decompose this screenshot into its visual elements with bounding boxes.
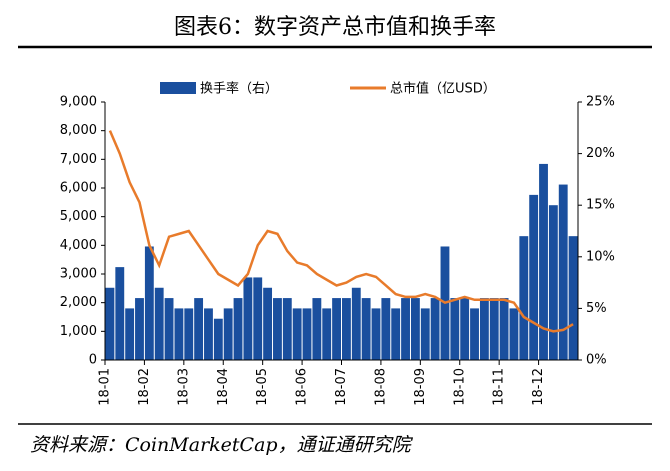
- bar: [401, 298, 410, 360]
- bar: [223, 308, 233, 360]
- y-tick-label: 3,000: [60, 267, 97, 282]
- x-tick-label: 18-09: [413, 368, 428, 406]
- y2-tick-label: 0%: [586, 353, 607, 368]
- x-tick-label: 18-11: [492, 368, 507, 406]
- x-tick-label: 18-07: [334, 368, 349, 406]
- bar: [410, 298, 420, 360]
- bar: [292, 308, 302, 360]
- y2-tick-label: 20%: [586, 146, 615, 161]
- bar: [282, 298, 292, 360]
- bar: [342, 298, 351, 360]
- bar: [460, 298, 470, 360]
- bar: [213, 318, 223, 360]
- bar: [479, 298, 489, 360]
- bar: [194, 298, 204, 360]
- y-tick-label: 8,000: [60, 123, 97, 138]
- y-tick-label: 4,000: [60, 238, 97, 253]
- x-tick-label: 18-05: [255, 368, 270, 406]
- bar: [164, 298, 174, 360]
- bar: [568, 236, 578, 360]
- bar: [125, 308, 135, 360]
- bar: [204, 308, 213, 360]
- y-tick-label: 2,000: [60, 295, 97, 310]
- y-tick-label: 5,000: [60, 209, 97, 224]
- bar: [144, 246, 154, 360]
- bar: [450, 298, 460, 360]
- bar: [489, 298, 499, 360]
- legend-label: 总市值（亿USD）: [390, 81, 496, 97]
- bar: [430, 298, 440, 360]
- legend-swatch: [160, 82, 196, 94]
- bar: [302, 308, 312, 360]
- x-tick-label: 18-12: [531, 368, 546, 406]
- x-tick-label: 18-01: [98, 368, 113, 406]
- bar: [322, 308, 332, 360]
- bar: [548, 205, 558, 360]
- y-tick-label: 0: [89, 353, 97, 368]
- bar: [154, 287, 164, 360]
- bar: [361, 298, 371, 360]
- y2-tick-label: 10%: [586, 249, 615, 264]
- bar: [135, 298, 144, 360]
- y-tick-label: 7,000: [60, 152, 97, 167]
- bar: [253, 277, 263, 360]
- bar: [381, 298, 391, 360]
- chart-title: 图表6：数字资产总市值和换手率: [174, 15, 496, 40]
- x-tick-label: 18-03: [176, 368, 191, 406]
- y-tick-label: 9,000: [60, 95, 97, 110]
- x-tick-label: 18-02: [137, 368, 152, 406]
- bar: [371, 308, 381, 360]
- bar: [529, 194, 539, 360]
- x-tick-label: 18-08: [373, 368, 388, 406]
- y-tick-label: 1,000: [60, 324, 97, 339]
- bar: [263, 287, 273, 360]
- bar: [519, 236, 529, 360]
- bar: [391, 308, 401, 360]
- bar: [558, 184, 568, 360]
- y-tick-label: 6,000: [60, 181, 97, 196]
- bar: [539, 163, 548, 360]
- bar: [509, 308, 519, 360]
- bar: [105, 287, 115, 360]
- bar: [273, 298, 282, 360]
- bar: [351, 287, 361, 360]
- bar: [332, 298, 341, 360]
- legend-label: 换手率（右）: [200, 81, 278, 97]
- y2-tick-label: 15%: [586, 198, 615, 213]
- source: 资料来源：CoinMarketCap，通证通研究院: [30, 434, 414, 456]
- y2-tick-label: 5%: [586, 301, 607, 316]
- bar: [184, 308, 194, 360]
- x-tick-label: 18-06: [295, 368, 310, 406]
- bar: [420, 308, 430, 360]
- y2-tick-label: 25%: [586, 95, 615, 110]
- bar: [470, 308, 479, 360]
- bar: [499, 298, 509, 360]
- x-tick-label: 18-04: [216, 368, 231, 406]
- bar: [174, 308, 184, 360]
- bar: [243, 277, 253, 360]
- bar: [115, 267, 125, 360]
- x-tick-label: 18-10: [452, 368, 467, 406]
- bar: [312, 298, 322, 360]
- line: [108, 130, 574, 333]
- bar: [233, 298, 243, 360]
